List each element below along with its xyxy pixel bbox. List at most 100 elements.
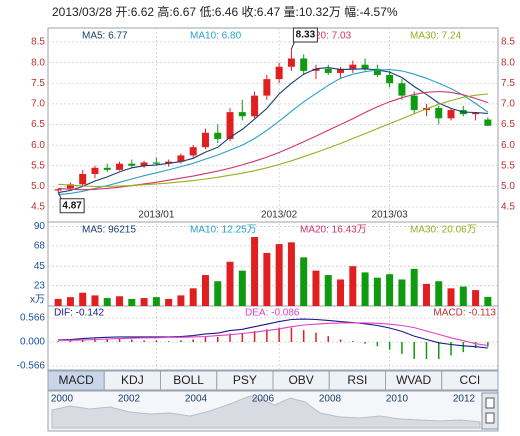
volume-bar: [361, 272, 369, 306]
volume-bar: [300, 257, 308, 306]
y-tick-label: 5.5: [31, 160, 45, 171]
candle-body: [337, 68, 345, 73]
volume-bar: [140, 298, 148, 306]
y-tick-label-right: 6.0: [501, 140, 515, 151]
volume-bar: [214, 281, 222, 306]
candle-body: [287, 58, 295, 67]
tab-label: KDJ: [121, 373, 144, 387]
volume-bar: [238, 270, 246, 306]
tab[interactable]: OBV: [272, 370, 330, 391]
legend-entry: MA30: 20.06万: [410, 225, 477, 236]
volume-bar: [79, 292, 87, 306]
volume-bar: [324, 275, 332, 306]
annotation-box: [292, 27, 318, 43]
macd-line: [58, 318, 488, 349]
candle-body: [484, 119, 492, 126]
y-tick-label: 6.0: [31, 140, 45, 151]
annotation-label: 4.87: [62, 200, 82, 211]
y-tick-label: 23: [34, 280, 46, 291]
volume-bar: [386, 274, 394, 306]
tab-bar: MACD KDJ BOLL PSY OBV RSI WVAD CCI: [47, 370, 499, 391]
tab[interactable]: BOLL: [160, 370, 218, 391]
y-tick-label: 7.5: [31, 78, 45, 89]
y-tick-label-right: 7.5: [501, 78, 515, 89]
timeline-year: 2010: [386, 394, 409, 405]
legend-entry: MA30: 7.24: [410, 31, 462, 42]
tab[interactable]: MACD: [47, 370, 105, 391]
legend-entry: MACD: -0.113: [433, 308, 496, 319]
y-tick-label-right: 5.0: [501, 181, 515, 192]
volume-bar: [422, 283, 430, 306]
volume-bar: [472, 290, 480, 306]
legend-entry: MA5: 96215: [82, 225, 136, 236]
annotation-label: 8.33: [296, 30, 316, 41]
volume-bar: [226, 261, 234, 306]
volume-bar: [337, 279, 345, 306]
volume-bar: [54, 298, 62, 306]
timeline-year: 2002: [118, 394, 141, 405]
tab[interactable]: CCI: [441, 370, 499, 391]
y-tick-label: 8.0: [31, 57, 45, 68]
y-tick-label: 45: [34, 261, 46, 272]
candle-body: [349, 64, 357, 69]
macd-line: [58, 322, 488, 347]
volume-bar: [152, 297, 160, 306]
candle-body: [447, 110, 455, 119]
candle-body: [275, 66, 283, 80]
volume-bar: [459, 286, 467, 306]
x-tick-label: 2013/02: [261, 210, 298, 221]
legend-entry: DEA: -0.086: [245, 308, 300, 319]
tab-label: RSI: [347, 373, 367, 387]
quote-header: 2013/03/28 开:6.62 高:6.67 低:6.46 收:6.47 量…: [52, 4, 398, 19]
tab-label: WVAD: [396, 373, 431, 387]
timeline-year: 2000: [51, 394, 74, 405]
tab[interactable]: PSY: [216, 370, 274, 391]
tab-label: BOLL: [173, 373, 204, 387]
candle-body: [128, 163, 136, 166]
y-tick-label: 0.566: [20, 313, 45, 324]
timeline-year: 2004: [185, 394, 208, 405]
candle-body: [226, 112, 234, 139]
y-tick-label: 90: [34, 221, 46, 232]
x-tick-label: 2013/03: [372, 210, 409, 221]
candle-body: [152, 162, 160, 164]
candle-body: [54, 189, 62, 191]
legend-entry: MA20: 16.43万: [300, 225, 367, 236]
y-tick-label: 5.0: [31, 181, 45, 192]
tab[interactable]: WVAD: [385, 370, 443, 391]
unit-label: x万: [30, 295, 45, 306]
y-tick-label: 68: [34, 241, 46, 252]
timeline-year: 2008: [319, 394, 342, 405]
candle-body: [435, 108, 443, 119]
volume-bar: [373, 277, 381, 306]
candle-body: [238, 112, 246, 117]
legend-entry: MA10: 6.80: [190, 31, 242, 42]
legend-entry: MA5: 6.77: [82, 31, 128, 42]
tab[interactable]: RSI: [328, 370, 386, 391]
volume-bar: [66, 297, 74, 306]
candle-body: [189, 147, 197, 156]
handle-grip: [485, 397, 495, 409]
annotation-box: [59, 198, 85, 214]
candle-body: [140, 162, 148, 166]
price-panel: [47, 27, 499, 223]
candle-body: [386, 75, 394, 84]
y-tick-label-right: 8.0: [501, 57, 515, 68]
volume-bar: [201, 275, 209, 306]
y-tick-label-right: 7.0: [501, 99, 515, 110]
candle-body: [398, 83, 406, 96]
tab-label: OBV: [288, 373, 313, 387]
candle-body: [66, 184, 74, 189]
tab-label: PSY: [233, 373, 257, 387]
tab[interactable]: KDJ: [103, 370, 161, 391]
timeline-history: [51, 395, 481, 429]
timeline-year: 2006: [252, 394, 275, 405]
volume-bar: [410, 268, 418, 306]
volume-bar: [189, 288, 197, 306]
volume-bar: [287, 242, 295, 306]
candle-body: [79, 174, 87, 185]
y-tick-label-right: 5.5: [501, 160, 515, 171]
y-tick-label-right: 8.5: [501, 37, 515, 48]
candle-body: [251, 95, 259, 117]
